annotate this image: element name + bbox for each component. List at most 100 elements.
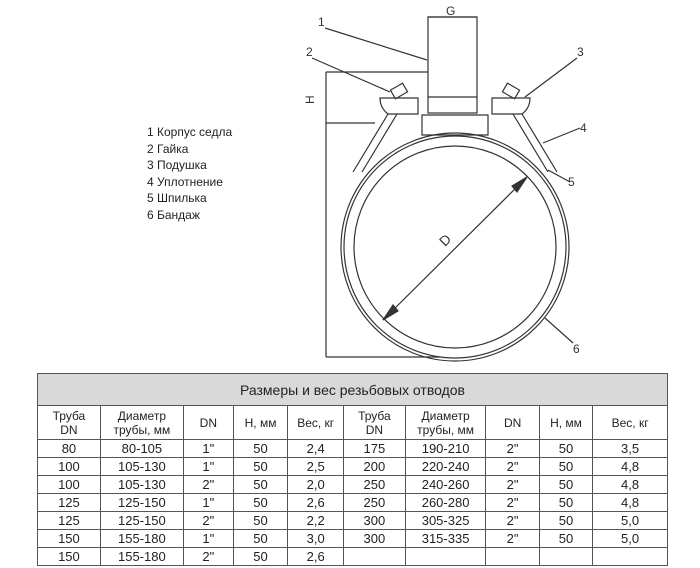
table-cell: 50	[232, 493, 289, 512]
header-text: трубы, мм	[113, 422, 171, 437]
table-cell: 150	[37, 547, 101, 566]
header-text: Вес, кг	[297, 415, 335, 430]
table-cell: 250	[343, 475, 406, 494]
header-text: DN	[503, 415, 522, 430]
header-text: H, мм	[244, 415, 277, 430]
table-cell: 4,8	[592, 493, 668, 512]
legend-item: 4 Уплотнение	[147, 174, 223, 189]
column-header: H, мм	[538, 405, 594, 440]
table-cell: 50	[538, 493, 594, 512]
header-text: DN	[199, 415, 217, 430]
table-cell: 3,5	[592, 439, 668, 458]
saddle-clamp-drawing: G H D 1 2 3 4 5 6	[303, 4, 587, 362]
table-cell: 50	[538, 529, 594, 548]
table-cell	[538, 547, 594, 566]
table-cell: 220-240	[404, 457, 487, 476]
table-cell: 2"	[485, 457, 540, 476]
column-header: H, мм	[232, 405, 289, 440]
table-cell: 190-210	[404, 439, 487, 458]
table-cell: 50	[232, 457, 289, 476]
column-header: Вес, кг	[287, 405, 345, 440]
column-header: Труба DN	[343, 405, 406, 440]
table-cell: 3,0	[287, 529, 345, 548]
header-text: DN	[365, 422, 384, 437]
table-row: 150 155-180 2" 50 2,6	[37, 547, 668, 566]
table-cell: 2"	[485, 511, 540, 530]
table-cell: 50	[232, 439, 289, 458]
table-cell: 50	[538, 475, 594, 494]
d-label: D	[436, 231, 454, 249]
table-cell	[343, 547, 406, 566]
svg-text:4: 4	[580, 121, 587, 135]
table-cell: 4,8	[592, 475, 668, 494]
legend-item: 1 Корпус седла	[147, 125, 233, 139]
table-cell: 50	[538, 457, 594, 476]
header-text: DN	[60, 422, 78, 437]
column-header: Диаметр трубы, мм	[404, 405, 487, 440]
table-cell: 80-105	[99, 439, 184, 458]
table-cell: 5,0	[592, 529, 668, 548]
table-row: 125 125-150 2" 50 2,2 300 305-325 2" 50 5,0	[37, 511, 668, 530]
dimensions-table: Размеры и вес резьбовых отводов Труба DN Д…	[37, 373, 668, 566]
table-cell: 2,6	[287, 547, 345, 566]
table-cell: 100	[37, 457, 101, 476]
table-cell: 2"	[485, 475, 540, 494]
svg-text:5: 5	[568, 175, 575, 189]
table-cell: 5,0	[592, 511, 668, 530]
table-row: 125 125-150 1" 50 2,6 250 260-280 2" 50 4,8	[37, 493, 668, 512]
table-cell: 2"	[485, 439, 540, 458]
table-cell: 240-260	[404, 475, 487, 494]
column-header: DN	[485, 405, 540, 440]
table-cell: 250	[343, 493, 406, 512]
svg-text:6: 6	[573, 342, 580, 356]
header-text: Диаметр	[117, 408, 166, 423]
header-text: Труба	[358, 408, 391, 423]
header-text: Вес, кг	[611, 415, 649, 430]
column-header: Диаметр трубы, мм	[99, 405, 184, 440]
table-cell: 50	[232, 529, 289, 548]
table-cell: 125-150	[99, 493, 184, 512]
table-cell	[485, 547, 540, 566]
g-label: G	[446, 4, 455, 18]
table-cell: 50	[232, 475, 289, 494]
table-cell: 50	[232, 547, 289, 566]
table-row: 150 155-180 1" 50 3,0 300 315-335 2" 50 5,0	[37, 529, 668, 548]
header-text: трубы, мм	[417, 422, 474, 437]
table-cell: 2"	[182, 511, 234, 530]
table-cell: 2,4	[287, 439, 345, 458]
table-cell: 2"	[182, 475, 234, 494]
svg-text:2: 2	[306, 45, 313, 59]
table-cell: 50	[232, 511, 289, 530]
svg-text:1: 1	[318, 15, 325, 29]
table-cell: 105-130	[99, 475, 184, 494]
table-cell: 2"	[485, 493, 540, 512]
table-cell: 2,2	[287, 511, 345, 530]
column-header: DN	[182, 405, 234, 440]
pipe-inner	[353, 145, 557, 349]
table-cell	[592, 547, 668, 566]
table-cell: 2,6	[287, 493, 345, 512]
table-cell: 175	[343, 439, 406, 458]
table-title: Размеры и вес резьбовых отводов	[37, 373, 668, 406]
table-cell: 50	[538, 439, 594, 458]
table-cell: 2"	[485, 529, 540, 548]
parts-legend: 1 Корпус седла 2 Гайка 3 Подушка 4 Уплот…	[147, 124, 232, 223]
table-cell: 2,5	[287, 457, 345, 476]
header-text: H, мм	[550, 415, 582, 430]
table-cell: 125	[37, 493, 101, 512]
table-cell: 155-180	[99, 547, 184, 566]
svg-text:3: 3	[577, 45, 584, 59]
table-cell: 100	[37, 475, 101, 494]
header-text: Труба	[52, 408, 86, 423]
d-dimension	[382, 176, 528, 321]
column-header: Труба DN	[37, 405, 101, 440]
table-cell: 4,8	[592, 457, 668, 476]
table-cell: 300	[343, 511, 406, 530]
legend-item: 5 Шпилька	[147, 191, 207, 205]
table-cell: 125-150	[99, 511, 184, 530]
h-label: H	[303, 95, 317, 104]
table-cell: 1"	[182, 439, 234, 458]
table-cell: 2,0	[287, 475, 345, 494]
table-cell: 200	[343, 457, 406, 476]
table-cell	[404, 547, 487, 566]
